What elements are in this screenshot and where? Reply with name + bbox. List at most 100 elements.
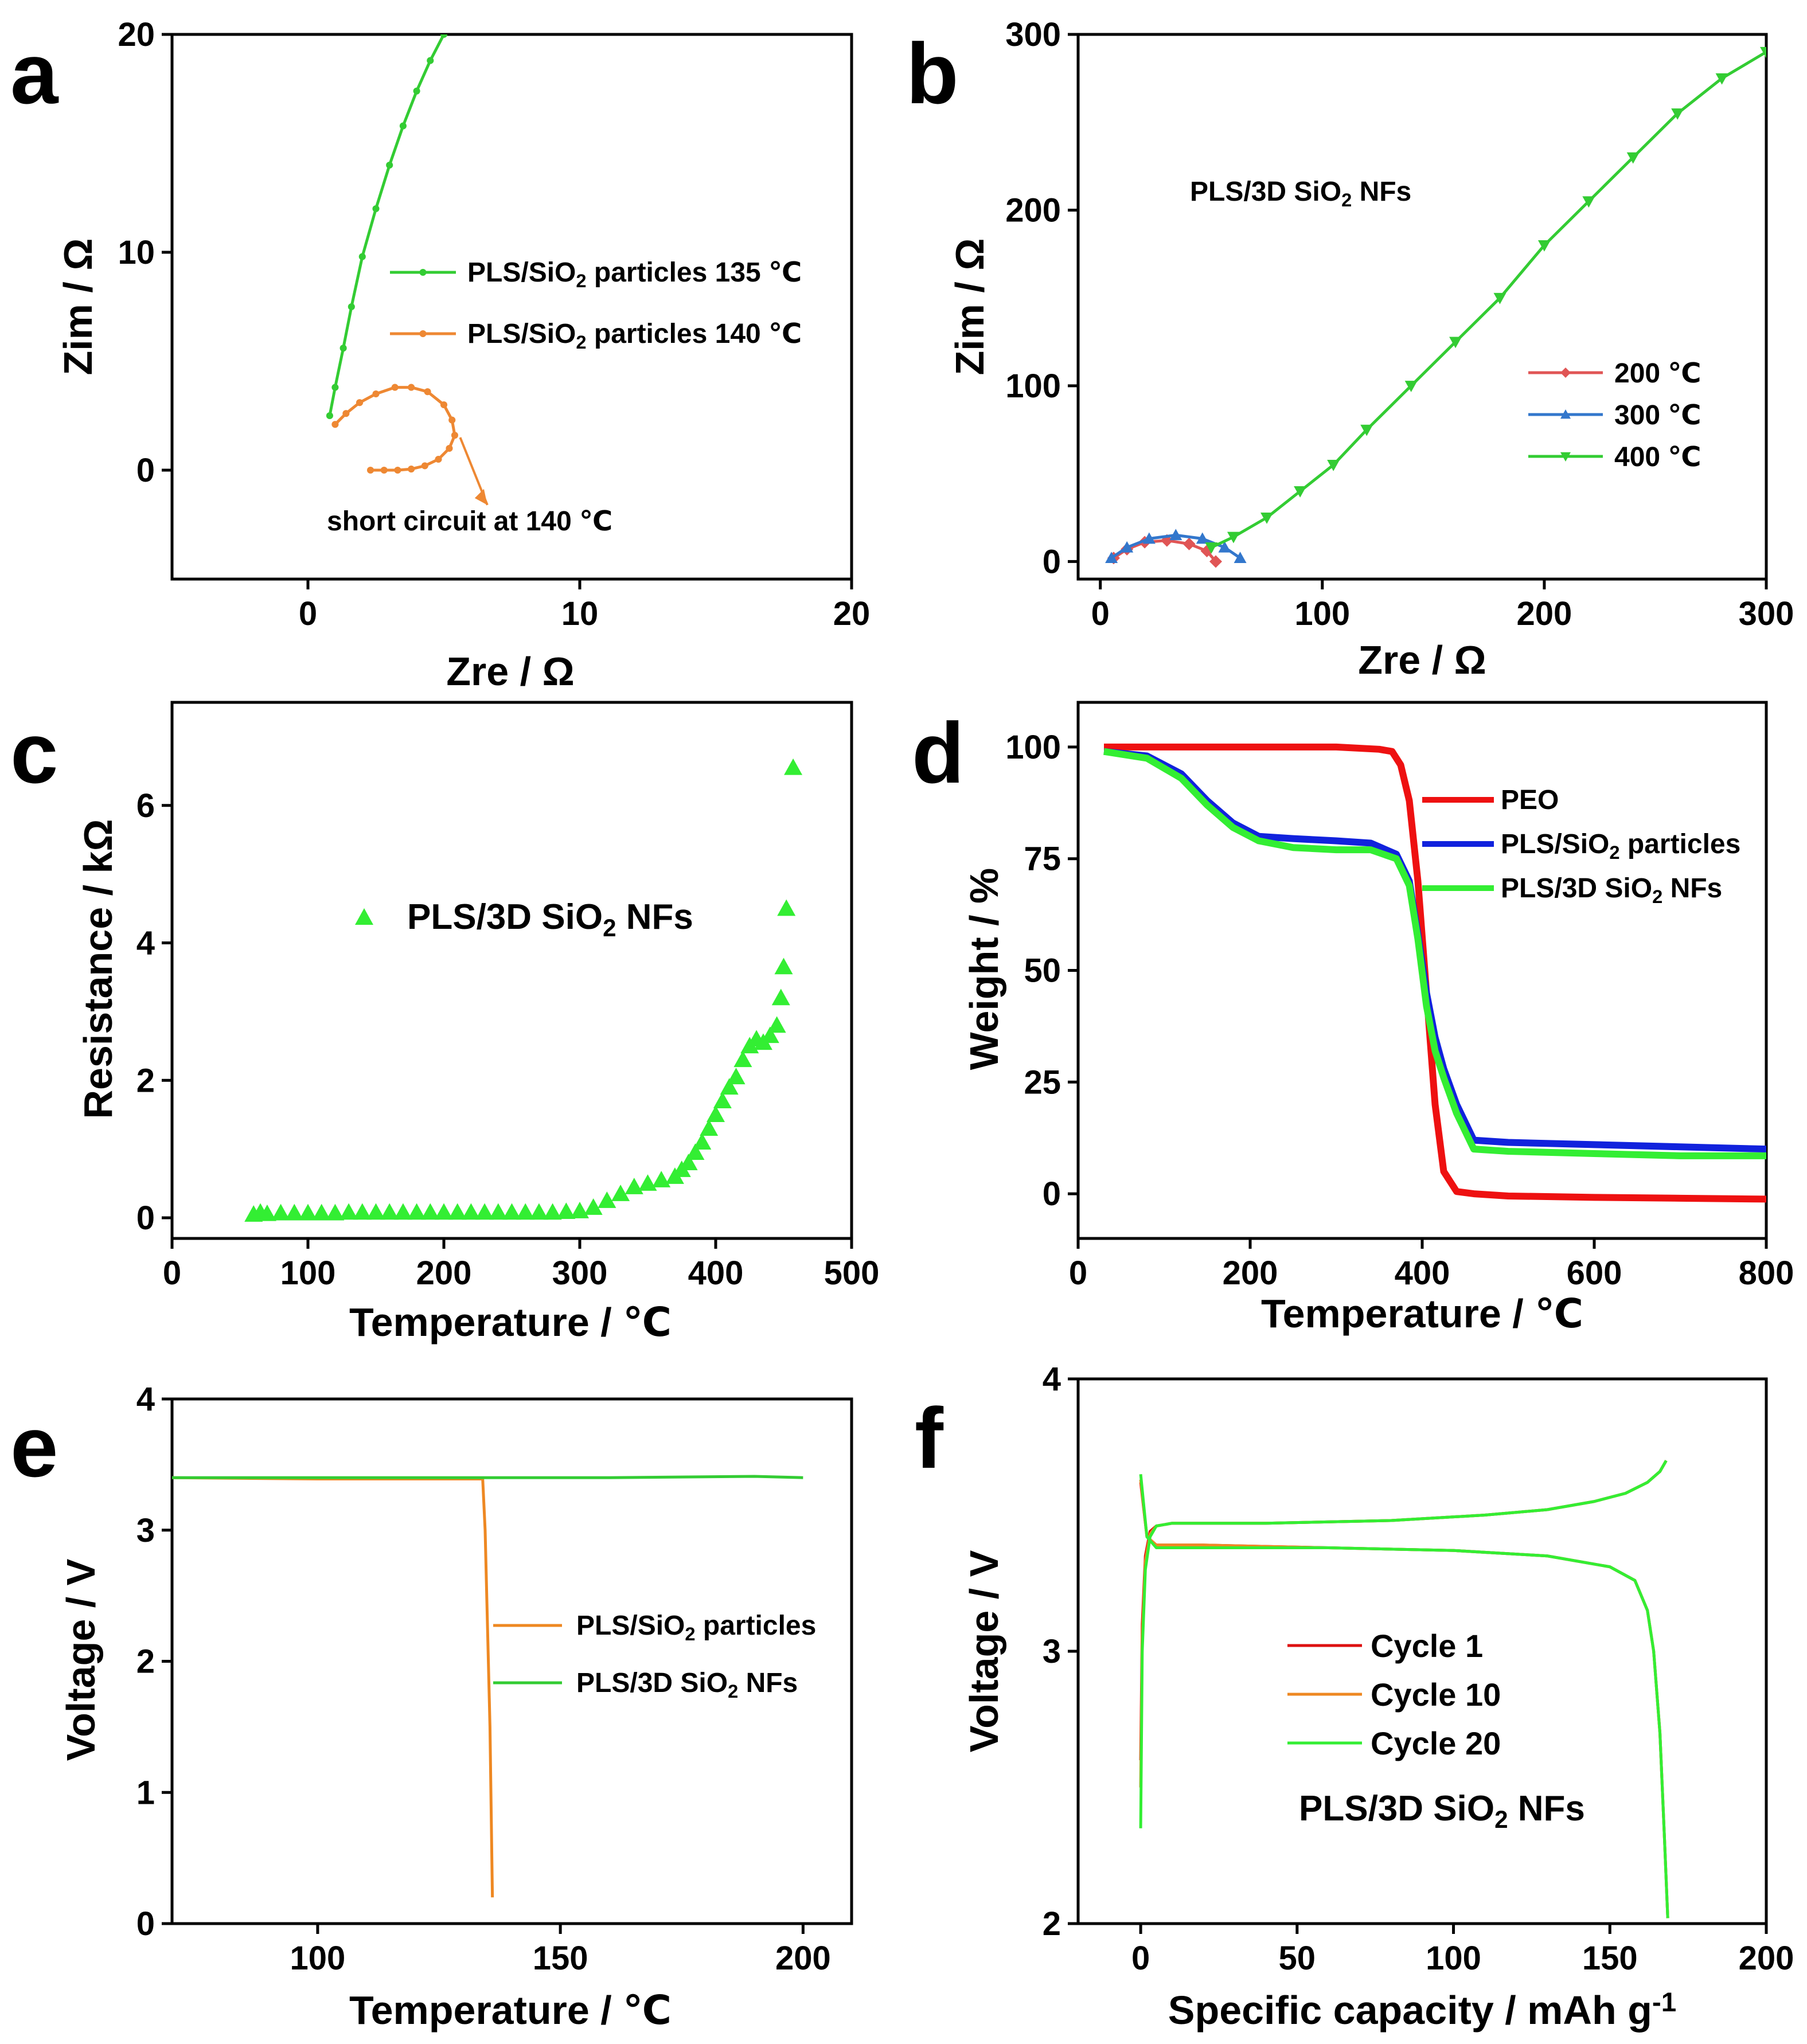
- data-point-a-0: [339, 345, 347, 352]
- y-tick-label-b: 200: [1005, 191, 1061, 229]
- legend-swatch-b-1-marker: [1560, 409, 1571, 419]
- data-point-a-1: [446, 444, 453, 452]
- panel-title-f-part: NFs: [1508, 1789, 1585, 1828]
- panel-letter-b: b: [906, 25, 959, 122]
- panel-letter-a: a: [10, 25, 59, 122]
- data-point-b-2: [1227, 531, 1240, 544]
- charge-curve-f-2: [1139, 1460, 1668, 1828]
- panel-title-f: PLS/3D SiO2 NFs: [1299, 1789, 1585, 1833]
- data-point-c: [700, 1119, 719, 1136]
- legend-label-d-1-part: 2: [1609, 842, 1619, 863]
- data-point-c: [299, 1203, 317, 1221]
- x-axis-title-d: Temperature / ℃: [1261, 1291, 1583, 1336]
- y-tick-label-b: 300: [1005, 16, 1061, 53]
- data-point-b-0: [1182, 537, 1196, 550]
- x-axis-title-e: Temperature / ℃: [349, 1988, 672, 2033]
- data-point-a-0: [386, 161, 393, 169]
- legend-label-a-1-part: particles 140 ℃: [587, 319, 802, 349]
- legend-label-a-1: PLS/SiO2 particles 140 ℃: [467, 319, 802, 353]
- data-point-c: [462, 1203, 481, 1220]
- data-point-c: [707, 1105, 725, 1123]
- y-tick-label-d: 100: [1005, 729, 1061, 766]
- x-tick-label-b: 0: [1091, 595, 1110, 632]
- data-point-c: [285, 1203, 304, 1221]
- series-line-e-1: [172, 1475, 803, 1479]
- data-point-c: [353, 1203, 372, 1220]
- legend-label-d-1-part: particles: [1620, 829, 1741, 859]
- y-tick-label-a: 0: [136, 452, 155, 489]
- data-point-c: [571, 1202, 589, 1218]
- panel-title-f-part: PLS/3D SiO: [1299, 1789, 1494, 1828]
- data-point-b-1: [1234, 552, 1247, 564]
- y-tick-label-e: 1: [136, 1774, 155, 1811]
- series-line-d-0: [1104, 743, 1766, 1203]
- y-tick-label-e: 3: [136, 1512, 155, 1549]
- legend-label-d-0: PEO: [1501, 785, 1559, 815]
- y-tick-label-e: 0: [136, 1905, 155, 1943]
- data-point-b-1: [1196, 532, 1209, 544]
- data-point-b-0: [1209, 555, 1222, 568]
- data-point-c: [679, 1154, 698, 1170]
- legend-label-d-2-part: 2: [1652, 886, 1662, 907]
- data-point-b-1: [1218, 541, 1231, 553]
- data-point-c: [760, 1026, 779, 1044]
- data-point-a-0: [358, 253, 366, 260]
- series-line-e-0: [172, 1476, 494, 1898]
- data-point-c: [393, 1203, 412, 1220]
- data-point-c: [686, 1143, 705, 1160]
- y-tick-label-c: 6: [136, 787, 155, 824]
- y-tick-label-c: 2: [136, 1062, 155, 1099]
- data-point-b-2: [1205, 542, 1218, 554]
- x-tick-label-d: 600: [1567, 1254, 1622, 1292]
- data-point-c: [713, 1092, 732, 1109]
- data-point-a-0: [326, 412, 333, 420]
- data-point-b-2: [1360, 424, 1373, 436]
- panel-letter-f: f: [915, 1390, 944, 1486]
- data-point-c: [366, 1203, 385, 1220]
- y-tick-label-a: 10: [118, 234, 155, 271]
- x-axis-title-f: Specific capacity / mAh g-1: [1168, 1987, 1677, 2033]
- annotation-arrowhead-a: [474, 488, 487, 505]
- data-point-a-1: [424, 388, 431, 396]
- data-point-c: [421, 1203, 440, 1220]
- data-point-c: [489, 1203, 508, 1220]
- legend-label-e-0-part: PLS/SiO: [576, 1611, 685, 1641]
- data-point-b-2: [1260, 512, 1274, 524]
- legend-label-e-1: PLS/3D SiO2 NFs: [576, 1668, 798, 1702]
- y-axis-title-b: Zim / Ω: [947, 239, 992, 376]
- data-point-b-2: [1449, 337, 1462, 349]
- y-tick-label-c: 4: [136, 925, 155, 962]
- legend-label-c-part: 2: [603, 914, 616, 941]
- legend-swatch-c: [355, 908, 373, 925]
- legend-swatch-a-1-marker: [419, 330, 427, 337]
- legend-label-b-1: 300 ℃: [1614, 400, 1701, 431]
- y-tick-label-e: 4: [136, 1381, 155, 1418]
- plot-frame-a: [170, 33, 853, 581]
- data-point-c: [693, 1133, 712, 1150]
- data-point-a-1: [451, 432, 459, 439]
- data-point-a-1: [356, 399, 364, 407]
- legend-label-d-0-part: PEO: [1501, 785, 1559, 815]
- legend-label-e-0: PLS/SiO2 particles: [576, 1611, 816, 1644]
- data-point-b-2: [1537, 240, 1551, 252]
- panel-title-b: PLS/3D SiO2 NFs: [1190, 177, 1411, 210]
- data-point-c: [257, 1204, 276, 1221]
- data-point-c: [475, 1203, 494, 1220]
- legend-label-c-part: PLS/3D SiO: [407, 897, 603, 937]
- panel-f: f 0 50 100 150 200 2 3 4 Specific capacity / mAh …: [915, 1361, 1794, 2033]
- legend-label-a-0-part: PLS/SiO: [467, 257, 576, 288]
- y-axis-title-e: Voltage / V: [58, 1558, 103, 1761]
- x-axis-title-b: Zre / Ω: [1358, 638, 1486, 682]
- y-tick-label-b: 100: [1005, 368, 1061, 405]
- data-point-c: [529, 1203, 548, 1220]
- legend-swatch-b-0-marker: [1560, 368, 1571, 378]
- charge-curve-f-0: [1139, 1460, 1668, 1761]
- panel-c: c 0 100 200 300 400 500 0 2 4 6 Temperature / ℃ Resi…: [10, 701, 879, 1345]
- legend-swatch-b-2-marker: [1560, 452, 1571, 462]
- y-axis-title-d: Weight / %: [962, 868, 1006, 1070]
- data-point-c: [339, 1203, 358, 1220]
- data-point-a-0: [372, 205, 380, 213]
- x-tick-label-f: 0: [1131, 1940, 1150, 1977]
- y-axis-title-c: Resistance / kΩ: [76, 819, 120, 1119]
